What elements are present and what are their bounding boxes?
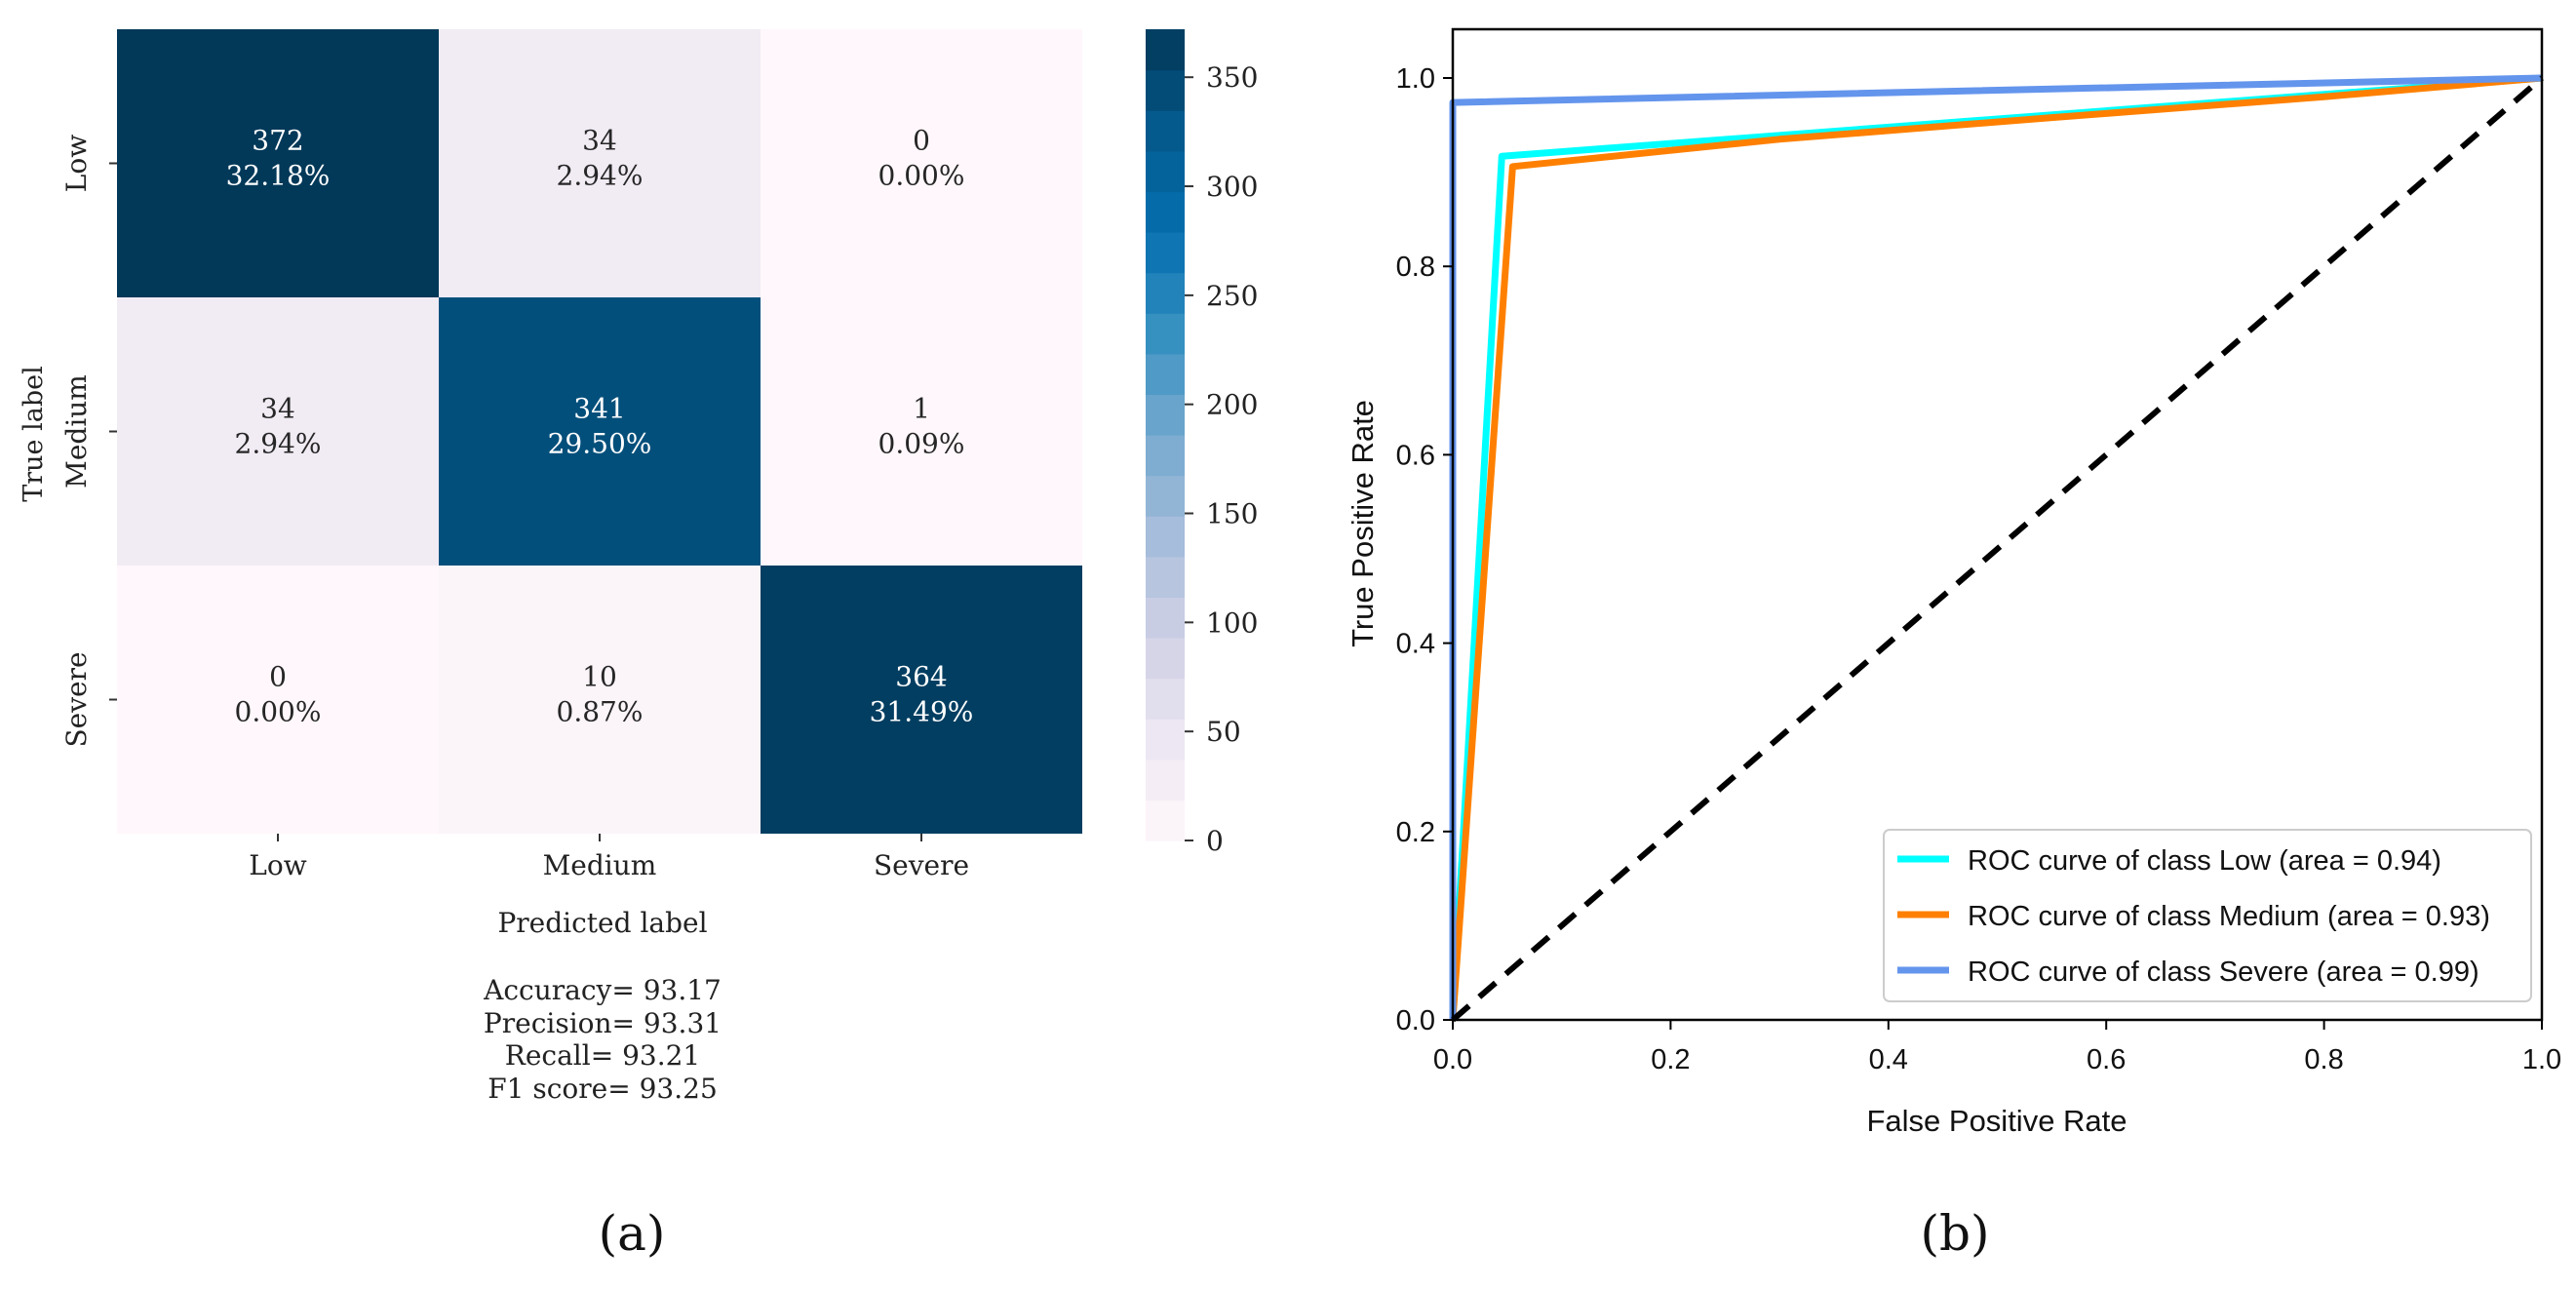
cm-ytick-label: Low: [60, 135, 93, 192]
colorbar-step: [1146, 272, 1185, 314]
metric-accuracy: Accuracy= 93.17: [483, 974, 722, 1006]
cm-cell-percent: 31.49%: [870, 696, 974, 728]
cm-cell-count: 341: [573, 393, 625, 425]
cm-cell-count: 0: [913, 125, 930, 157]
cm-axis-ticks: Low Low Medium Medium Severe Severe: [60, 135, 969, 881]
cm-cell-count: 34: [582, 125, 617, 157]
roc-ytick-label: 1.0: [1396, 63, 1435, 95]
cm-xtick-label: Medium: [543, 849, 657, 881]
cm-cell: [117, 29, 439, 297]
roc-xtick-label: 1.0: [2522, 1044, 2561, 1075]
cm-cell-count: 372: [252, 125, 303, 157]
cm-ytick-label: Medium: [60, 374, 93, 488]
colorbar-step: [1146, 110, 1185, 152]
legend-label-severe: ROC curve of class Severe (area = 0.99): [1968, 957, 2479, 988]
cm-xlabel: Predicted label: [497, 907, 707, 939]
roc-ytick-label: 0.4: [1396, 629, 1435, 660]
legend-frame: [1883, 829, 2532, 1002]
colorbar-tick-label: 350: [1206, 61, 1258, 94]
cm-cell: [439, 297, 761, 566]
panel-label-b: (b): [1920, 1205, 1989, 1262]
roc-line-medium: [1449, 74, 2543, 1021]
colorbar-step: [1146, 597, 1185, 639]
cm-xtick-label: Low: [249, 849, 306, 881]
cm-cell: [761, 29, 1082, 297]
cm-cell-percent: 32.18%: [226, 160, 331, 192]
roc-xtick-label: 0.2: [1651, 1044, 1690, 1075]
legend-label-low: ROC curve of class Low (area = 0.94): [1968, 845, 2441, 877]
colorbar-step: [1146, 150, 1185, 192]
colorbar-tick-label: 150: [1206, 498, 1258, 530]
colorbar-step: [1146, 759, 1185, 801]
cm-cell-count: 34: [260, 393, 295, 425]
colorbar: 0 50 100 150 200 250 300 350: [1146, 29, 1258, 857]
roc-xtick-label: 0.0: [1433, 1044, 1472, 1075]
cm-cell-count: 10: [582, 661, 617, 693]
colorbar-step: [1146, 191, 1185, 233]
cm-cell-percent: 2.94%: [235, 428, 322, 460]
colorbar-step: [1146, 394, 1185, 436]
cm-cell: [117, 297, 439, 566]
colorbar-step: [1146, 475, 1185, 517]
colorbar-step: [1146, 69, 1185, 111]
colorbar-step: [1146, 353, 1185, 395]
roc-line-chance: [1451, 75, 2544, 1023]
roc-xtick-label: 0.6: [2087, 1044, 2126, 1075]
roc-axis-ticks: 0.0 0.2 0.4 0.6 0.8 1.0 0.0 0.2 0.4 0.6 0.8 1.0: [1396, 63, 2561, 1075]
cm-cell-percent: 0.87%: [557, 696, 644, 728]
metric-f1: F1 score= 93.25: [488, 1073, 718, 1105]
cm-cell-percent: 29.50%: [548, 428, 652, 460]
cm-cell-percent: 0.00%: [235, 696, 322, 728]
colorbar-tick-label: 200: [1206, 389, 1258, 421]
roc-xtick-label: 0.4: [1869, 1044, 1908, 1075]
cm-cell-count: 0: [269, 661, 287, 693]
colorbar-tick-label: 300: [1206, 171, 1258, 203]
roc-panel: 0.0 0.2 0.4 0.6 0.8 1.0 0.0 0.2 0.4 0.6 0.8 1.0 Fal…: [1346, 27, 2561, 1262]
cm-metrics: Accuracy= 93.17 Precision= 93.31 Recall=…: [483, 974, 722, 1105]
cm-ytick-label: Severe: [60, 651, 93, 747]
roc-ytick-label: 0.2: [1396, 817, 1435, 848]
confusion-matrix-panel: 37232.18%342.94%00.00%342.94%34129.50%10…: [19, 29, 1258, 1262]
colorbar-tick-label: 250: [1206, 280, 1258, 312]
panel-label-a: (a): [599, 1205, 666, 1262]
roc-ytick-label: 0.0: [1396, 1005, 1435, 1036]
legend-label-medium: ROC curve of class Medium (area = 0.93): [1968, 901, 2490, 932]
roc-ytick-label: 0.8: [1396, 252, 1435, 283]
cm-cell: [761, 566, 1082, 834]
cm-cell-percent: 0.00%: [878, 160, 965, 192]
metric-precision: Precision= 93.31: [484, 1007, 722, 1039]
colorbar-step: [1146, 638, 1185, 680]
colorbar-step: [1146, 556, 1185, 598]
colorbar-step: [1146, 800, 1185, 841]
colorbar-tick-label: 0: [1206, 825, 1224, 857]
metric-recall: Recall= 93.21: [505, 1039, 700, 1072]
cm-cell-count: 1: [913, 393, 930, 425]
roc-plot-frame: [1451, 27, 2544, 1022]
colorbar-step: [1146, 719, 1185, 761]
roc-xlabel: False Positive Rate: [1866, 1104, 2127, 1138]
colorbar-step: [1146, 435, 1185, 477]
roc-ytick-label: 0.6: [1396, 440, 1435, 471]
colorbar-step: [1146, 313, 1185, 355]
cm-cell: [761, 297, 1082, 566]
roc-legend: ROC curve of class Low (area = 0.94) ROC…: [1883, 829, 2532, 1002]
colorbar-step: [1146, 516, 1185, 558]
colorbar-tick-label: 50: [1206, 716, 1241, 748]
cm-cell-percent: 2.94%: [557, 160, 644, 192]
colorbar-step: [1146, 678, 1185, 720]
cm-cell: [439, 29, 761, 297]
cm-cell-percent: 0.09%: [878, 428, 965, 460]
colorbar-tick-label: 100: [1206, 606, 1258, 639]
cm-cell: [439, 566, 761, 834]
colorbar-step: [1146, 29, 1185, 71]
cm-cell: [117, 566, 439, 834]
cm-xtick-label: Severe: [874, 849, 969, 881]
cm-cell-count: 364: [895, 661, 947, 693]
roc-xtick-label: 0.8: [2304, 1044, 2343, 1075]
cm-cells: 37232.18%342.94%00.00%342.94%34129.50%10…: [117, 29, 1082, 834]
colorbar-step: [1146, 232, 1185, 274]
roc-ylabel: True Positive Rate: [1346, 400, 1380, 647]
cm-ylabel: True label: [19, 366, 49, 502]
